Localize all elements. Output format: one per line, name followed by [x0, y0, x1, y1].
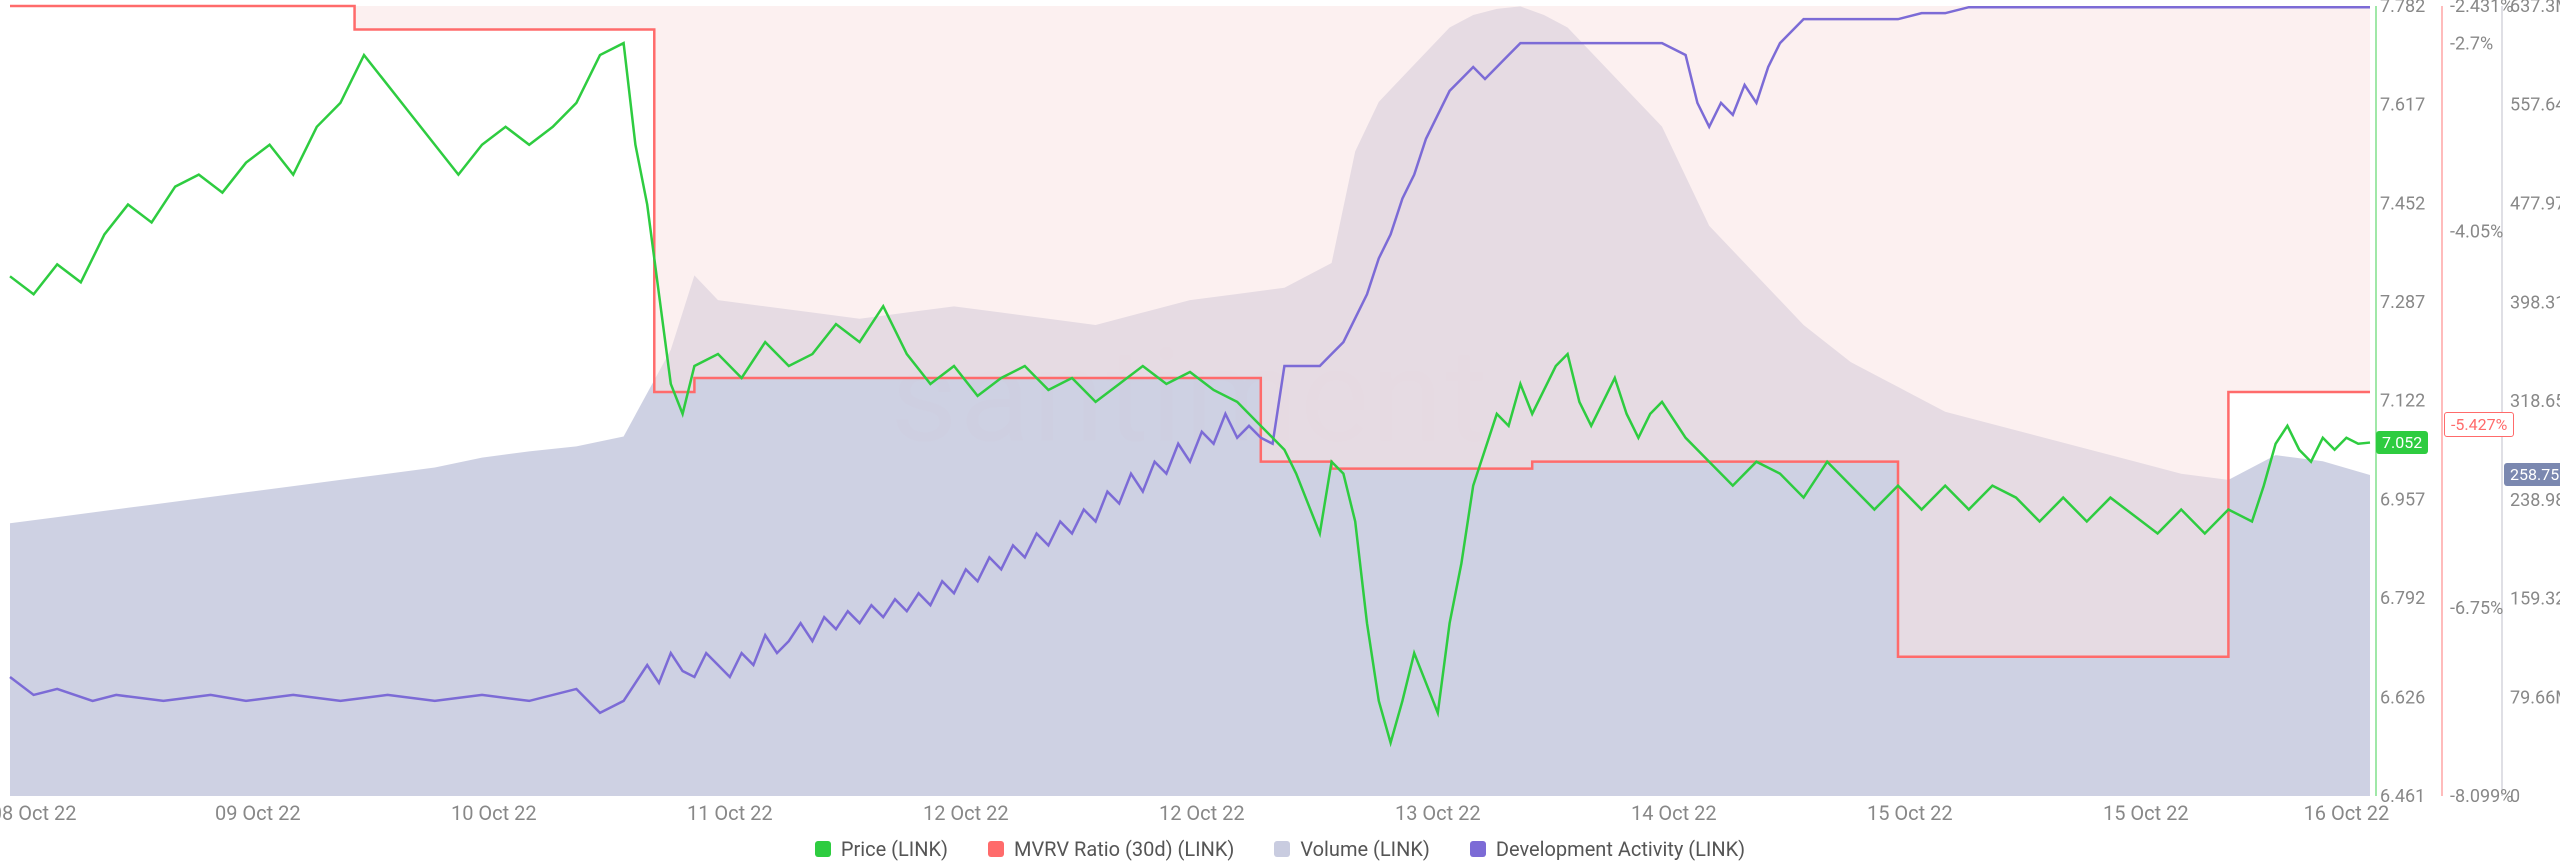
- volume-badge: 258.75M: [2504, 463, 2560, 486]
- svg-text:238.98M: 238.98M: [2510, 490, 2560, 511]
- svg-text:08 Oct 22: 08 Oct 22: [0, 801, 76, 825]
- legend-swatch-dev: [1470, 841, 1486, 857]
- svg-text:-2.7%: -2.7%: [2450, 33, 2493, 54]
- svg-text:12 Oct 22: 12 Oct 22: [1159, 801, 1245, 825]
- svg-text:15 Oct 22: 15 Oct 22: [1867, 801, 1953, 825]
- svg-text:6.626: 6.626: [2380, 687, 2425, 708]
- svg-text:7.122: 7.122: [2380, 391, 2425, 412]
- svg-text:6.461: 6.461: [2380, 786, 2425, 807]
- legend-item-mvrv[interactable]: MVRV Ratio (30d) (LINK): [988, 837, 1234, 861]
- price-badge: 7.052: [2376, 431, 2428, 454]
- svg-text:12 Oct 22: 12 Oct 22: [923, 801, 1009, 825]
- legend-swatch-volume: [1274, 841, 1290, 857]
- svg-text:318.65M: 318.65M: [2510, 391, 2560, 412]
- svg-text:09 Oct 22: 09 Oct 22: [215, 801, 301, 825]
- legend-label: Development Activity (LINK): [1496, 837, 1745, 861]
- svg-text:10 Oct 22: 10 Oct 22: [451, 801, 537, 825]
- legend-item-volume[interactable]: Volume (LINK): [1274, 837, 1430, 861]
- svg-text:-8.099%: -8.099%: [2450, 786, 2513, 807]
- svg-text:11 Oct 22: 11 Oct 22: [687, 801, 773, 825]
- svg-text:7.287: 7.287: [2380, 292, 2425, 313]
- svg-text:6.957: 6.957: [2380, 489, 2425, 510]
- svg-text:14 Oct 22: 14 Oct 22: [1631, 801, 1717, 825]
- svg-text:7.782: 7.782: [2380, 0, 2425, 17]
- svg-text:398.31M: 398.31M: [2510, 292, 2560, 313]
- svg-text:7.452: 7.452: [2380, 193, 2425, 214]
- svg-text:-2.431%: -2.431%: [2450, 0, 2513, 17]
- legend-swatch-price: [815, 841, 831, 857]
- svg-text:159.32M: 159.32M: [2510, 589, 2560, 610]
- legend-label: Price (LINK): [841, 837, 948, 861]
- legend-label: MVRV Ratio (30d) (LINK): [1014, 837, 1234, 861]
- svg-text:15 Oct 22: 15 Oct 22: [2103, 801, 2189, 825]
- svg-text:557.64M: 557.64M: [2510, 95, 2560, 116]
- svg-text:637.3M: 637.3M: [2510, 0, 2560, 17]
- svg-text:6.792: 6.792: [2380, 588, 2425, 609]
- legend: Price (LINK) MVRV Ratio (30d) (LINK) Vol…: [0, 831, 2560, 867]
- legend-item-dev[interactable]: Development Activity (LINK): [1470, 837, 1745, 861]
- svg-text:-6.75%: -6.75%: [2450, 598, 2503, 619]
- svg-text:79.66M: 79.66M: [2510, 687, 2560, 708]
- legend-item-price[interactable]: Price (LINK): [815, 837, 948, 861]
- svg-text:13 Oct 22: 13 Oct 22: [1395, 801, 1481, 825]
- svg-text:0: 0: [2510, 786, 2520, 807]
- svg-text:-4.05%: -4.05%: [2450, 222, 2503, 243]
- legend-swatch-mvrv: [988, 841, 1004, 857]
- chart-container: santiment08 Oct 2209 Oct 2210 Oct 2211 O…: [0, 0, 2560, 867]
- mvrv-badge: -5.427%: [2444, 412, 2514, 437]
- legend-label: Volume (LINK): [1300, 837, 1430, 861]
- svg-text:7.617: 7.617: [2380, 95, 2425, 116]
- svg-text:16 Oct 22: 16 Oct 22: [2304, 801, 2390, 825]
- svg-text:477.97M: 477.97M: [2510, 194, 2560, 215]
- chart-svg: santiment08 Oct 2209 Oct 2210 Oct 2211 O…: [0, 0, 2560, 867]
